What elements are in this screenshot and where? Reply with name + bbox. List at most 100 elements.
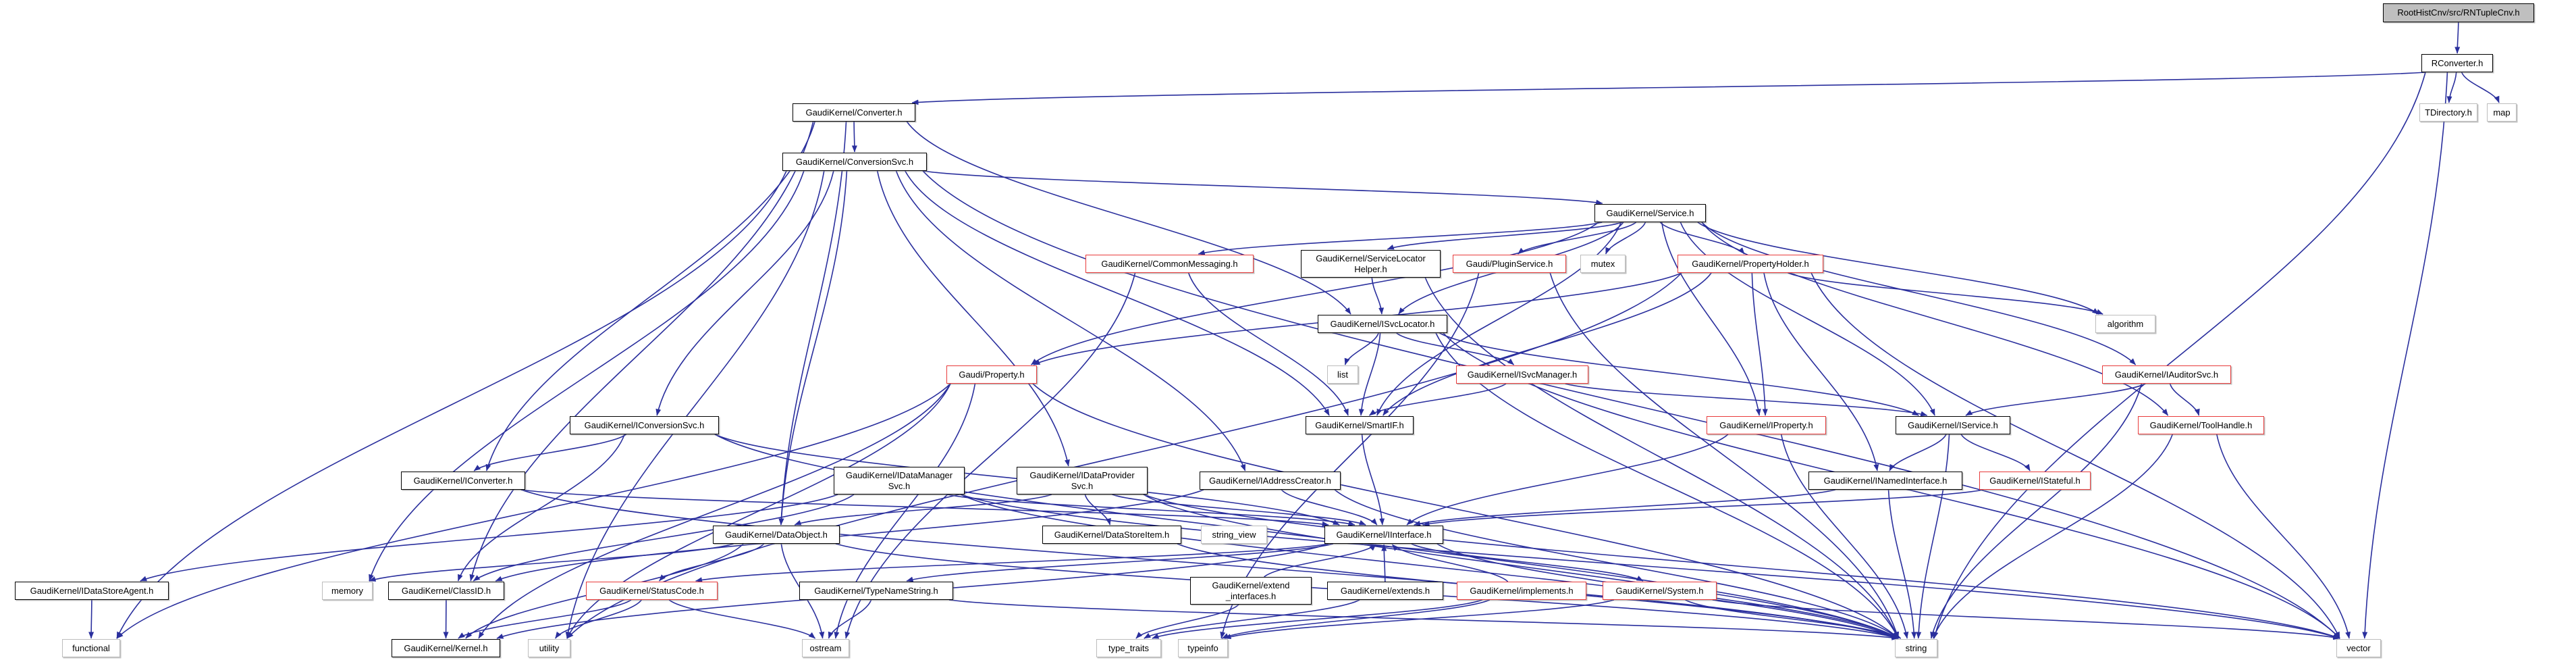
edge-iconversionsvc-to-string: [714, 434, 1899, 639]
edge-conversionsvc-to-iaddresscreator: [895, 170, 1246, 472]
edge-service-to-algorithm: [1697, 222, 2099, 315]
node-service[interactable]: GaudiKernel/Service.h: [1594, 204, 1706, 222]
edge-isvcmanager-to-iservice: [1565, 383, 1928, 417]
node-utility: utility: [528, 639, 570, 657]
edge-idatamanagersvc-to-classid: [473, 494, 855, 582]
node-iauditorsvc[interactable]: GaudiKernel/IAuditorSvc.h: [2102, 365, 2231, 384]
edge-converter-to-dataobject: [778, 121, 847, 526]
node-pluginservice[interactable]: Gaudi/PluginService.h: [1453, 255, 1566, 273]
edge-idataprovidersvc-to-vector: [1143, 494, 2340, 639]
node-iaddresscreator[interactable]: GaudiKernel/IAddressCreator.h: [1200, 472, 1341, 490]
edge-service-to-toolhandle: [1701, 222, 2169, 416]
node-vector: vector: [2336, 639, 2381, 657]
edge-rntuplecnv-to-rconverter: [2454, 22, 2461, 54]
edge-conversionsvc-to-functional: [116, 170, 787, 639]
node-list: list: [1327, 365, 1358, 384]
edge-idataprovidersvc-to-datastoreitem: [1084, 494, 1111, 526]
edge-property-to-functional: [116, 383, 951, 639]
edge-iaddresscreator-to-iinterface: [1281, 489, 1378, 526]
node-implements[interactable]: GaudiKernel/implements.h: [1457, 582, 1586, 600]
node-iconverter[interactable]: GaudiKernel/IConverter.h: [401, 472, 525, 490]
node-idatastoreagent[interactable]: GaudiKernel/IDataStoreAgent.h: [15, 582, 169, 600]
node-idatamanagersvc[interactable]: GaudiKernel/IDataManager Svc.h: [834, 467, 965, 494]
edge-conversionsvc-to-vector: [922, 170, 2340, 639]
edge-typenamestring-to-string: [948, 599, 1899, 640]
edge-extends-to-typetraits: [1144, 599, 1360, 639]
edge-iservice-to-inamedinterface: [1889, 434, 1947, 472]
node-converter[interactable]: GaudiKernel/Converter.h: [793, 103, 915, 122]
node-conversionsvc[interactable]: GaudiKernel/ConversionSvc.h: [782, 153, 927, 171]
edge-conversionsvc-to-smartif: [905, 170, 1330, 416]
node-memory: memory: [322, 582, 373, 600]
node-statuscode[interactable]: GaudiKernel/StatusCode.h: [586, 582, 718, 600]
edge-isvclocator-to-list: [1344, 332, 1379, 365]
node-iconversionsvc[interactable]: GaudiKernel/IConversionSvc.h: [570, 416, 719, 434]
edge-service-to-servicelocatorhelper: [1387, 222, 1623, 250]
edge-idatamanagersvc-to-idatastoreagent: [140, 494, 838, 582]
node-datastoreitem[interactable]: GaudiKernel/DataStoreItem.h: [1042, 526, 1181, 544]
edge-converter-to-isvclocator: [906, 121, 1351, 315]
node-toolhandle[interactable]: GaudiKernel/ToolHandle.h: [2138, 416, 2264, 434]
node-servicelocatorhelper[interactable]: GaudiKernel/ServiceLocator Helper.h: [1301, 250, 1441, 278]
node-iproperty[interactable]: GaudiKernel/IProperty.h: [1707, 416, 1826, 434]
node-classid[interactable]: GaudiKernel/ClassID.h: [388, 582, 504, 600]
node-typenamestring[interactable]: GaudiKernel/TypeNameString.h: [799, 582, 953, 600]
node-isvcmanager[interactable]: GaudiKernel/ISvcManager.h: [1456, 365, 1588, 384]
edge-conversionsvc-to-utility: [565, 170, 825, 639]
node-smartif[interactable]: GaudiKernel/SmartIF.h: [1306, 416, 1414, 434]
edge-propertyholder-to-algorithm: [1788, 272, 2103, 315]
edge-propertyholder-to-vector: [1810, 272, 2340, 639]
node-rconverter[interactable]: RConverter.h: [2421, 54, 2493, 72]
edge-isvclocator-to-isvcmanager: [1396, 332, 1515, 365]
edge-dataobject-to-statuscode: [658, 543, 765, 582]
edge-iinterface-to-statuscode: [695, 543, 1329, 583]
edge-implements-to-typeinfo: [1221, 599, 1491, 639]
edge-extends-to-iinterface: [1381, 544, 1387, 582]
edge-conversionsvc-to-iconversionsvc: [655, 170, 834, 416]
edge-iauditorsvc-to-toolhandle: [2169, 383, 2200, 416]
node-isvclocator[interactable]: GaudiKernel/ISvcLocator.h: [1318, 315, 1447, 333]
node-idataprovidersvc[interactable]: GaudiKernel/IDataProvider Svc.h: [1017, 467, 1148, 494]
edge-conversionsvc-to-dataobject: [778, 170, 848, 526]
edge-iauditorsvc-to-iservice: [1965, 383, 2146, 416]
node-system[interactable]: GaudiKernel/System.h: [1603, 582, 1717, 600]
edge-statuscode-to-kernel: [458, 599, 632, 639]
node-propertyholder[interactable]: GaudiKernel/PropertyHolder.h: [1678, 255, 1823, 273]
node-ostream: ostream: [802, 639, 849, 657]
node-kernel[interactable]: GaudiKernel/Kernel.h: [392, 639, 500, 657]
node-dataobject[interactable]: GaudiKernel/DataObject.h: [713, 526, 840, 544]
edge-toolhandle-to-string: [1933, 434, 2174, 639]
node-extendinterfaces[interactable]: GaudiKernel/extend _interfaces.h: [1190, 577, 1312, 605]
node-algorithm: algorithm: [2095, 315, 2155, 333]
edge-typenamestring-to-ostream: [828, 599, 872, 639]
edge-service-to-pluginservice: [1517, 222, 1637, 255]
edge-converter-to-iconverter: [485, 121, 815, 472]
edge-propertyholder-to-utility: [566, 272, 1682, 639]
edge-iconversionsvc-to-iconverter: [473, 434, 627, 472]
edge-rconverter-to-vector: [2362, 72, 2448, 639]
node-extends[interactable]: GaudiKernel/extends.h: [1327, 582, 1443, 600]
edge-conversionsvc-to-memory: [369, 170, 805, 582]
edge-conversionsvc-to-idataprovidersvc: [876, 170, 1070, 467]
node-string: string: [1895, 639, 1937, 657]
edge-service-to-smartif: [1376, 222, 1622, 416]
edge-dataobject-to-memory: [369, 543, 734, 582]
edge-extendinterfaces-to-iinterface: [1264, 544, 1376, 578]
edge-extendinterfaces-to-typetraits: [1135, 604, 1239, 639]
node-property[interactable]: Gaudi/Property.h: [946, 365, 1037, 384]
edge-implements-to-iinterface: [1391, 544, 1509, 582]
edge-propertyholder-to-inamedinterface: [1763, 272, 1879, 472]
edge-idatamanagersvc-to-vector: [960, 494, 2340, 639]
node-iservice[interactable]: GaudiKernel/IService.h: [1896, 416, 2010, 434]
edge-conversionsvc-to-service: [922, 170, 1603, 205]
node-iinterface[interactable]: GaudiKernel/IInterface.h: [1324, 526, 1443, 544]
node-functional: functional: [62, 639, 120, 657]
node-rntuplecnv: RootHistCnv/src/RNTupleCnv.h: [2383, 3, 2534, 22]
node-istateful[interactable]: GaudiKernel/IStateful.h: [1979, 472, 2091, 490]
node-commonmessaging[interactable]: GaudiKernel/CommonMessaging.h: [1085, 255, 1254, 273]
node-inamedinterface[interactable]: GaudiKernel/INamedInterface.h: [1808, 472, 1962, 490]
edge-isvcmanager-to-smartif: [1368, 383, 1507, 416]
edge-converter-to-conversionsvc: [851, 121, 857, 153]
